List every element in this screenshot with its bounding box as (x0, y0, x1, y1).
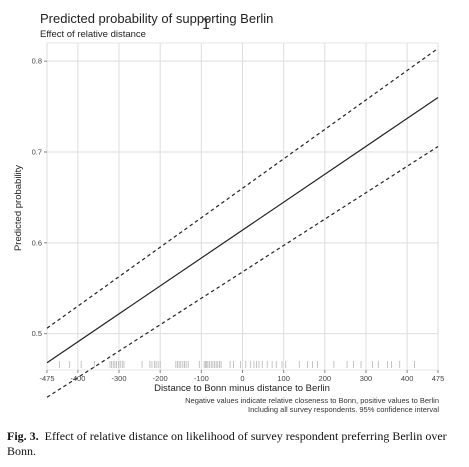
x-tick-label: 400 (401, 374, 414, 383)
chart-title: Predicted probability of supporting Berl… (40, 11, 273, 26)
chart-subtitle: Effect of relative distance (40, 29, 146, 40)
grid-lines (46, 43, 439, 370)
chart-figure: Predicted probability of supporting Berl… (13, 11, 444, 414)
confidence-bound-line (46, 47, 439, 329)
x-tick-label: 100 (277, 374, 290, 383)
y-tick-label: 0.7 (32, 148, 42, 157)
y-tick-labels: 0.5 0.6 0.7 0.8 (32, 57, 47, 338)
text-cursor-icon: I (202, 17, 211, 33)
chart-note-1: Negative values indicate relative closen… (185, 396, 439, 405)
caption-text: Effect of relative distance on likelihoo… (7, 429, 447, 458)
x-tick-label: -300 (112, 374, 127, 383)
x-tick-label: 0 (240, 374, 244, 383)
caption-label: Fig. 3. (7, 429, 39, 443)
x-tick-labels: -475 -400 -300 -200 -100 0 100 200 300 400 475 (39, 370, 444, 383)
y-tick-label: 0.5 (32, 329, 42, 338)
x-tick-label: -200 (153, 374, 168, 383)
x-tick-label: 475 (432, 374, 445, 383)
y-tick-label: 0.8 (32, 57, 42, 66)
figure-caption: Fig. 3. Effect of relative distance on l… (7, 429, 463, 459)
x-tick-label: 200 (319, 374, 332, 383)
rug-marks (58, 361, 415, 368)
x-axis-label: Distance to Bonn minus distance to Berli… (154, 383, 330, 394)
x-tick-label: -400 (70, 374, 85, 383)
y-tick-label: 0.6 (32, 238, 42, 247)
chart-note-2: Including all survey respondents. 95% co… (248, 405, 439, 414)
series-lines (46, 47, 439, 398)
y-axis-label: Predicted probability (13, 165, 24, 251)
x-tick-label: 300 (360, 374, 373, 383)
prediction-line (46, 97, 439, 364)
x-tick-label: -100 (194, 374, 209, 383)
x-tick-label: -475 (39, 374, 54, 383)
